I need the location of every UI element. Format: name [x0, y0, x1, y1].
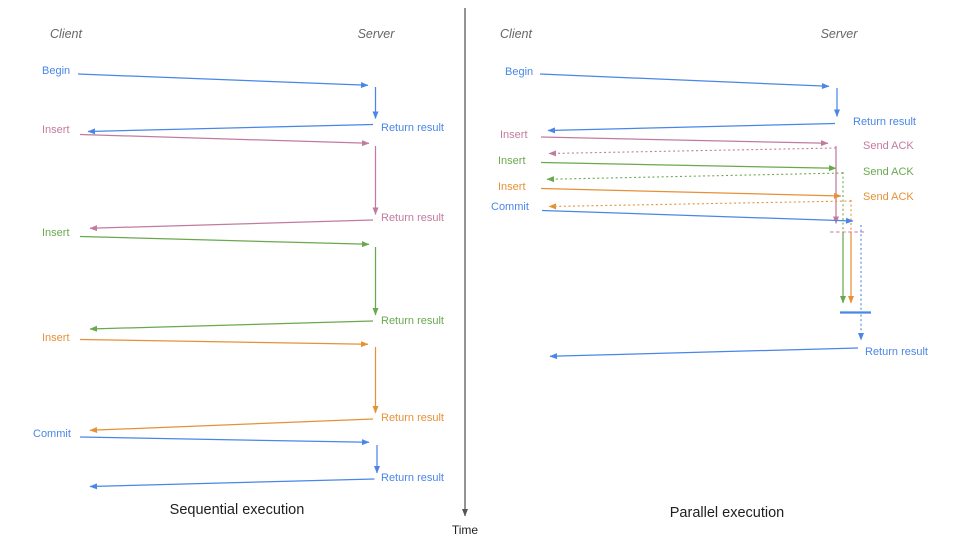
request-arrow — [79, 235, 370, 248]
op-label: Begin — [505, 66, 533, 78]
client-lifeline-label: Client — [50, 27, 82, 41]
request-arrow — [541, 209, 854, 224]
request-arrow — [77, 73, 369, 89]
op-insert-1: Insert Return result — [42, 124, 444, 232]
return-result-label: Return result — [381, 122, 444, 134]
request-arrow — [79, 133, 370, 147]
request-arrow — [540, 161, 837, 172]
server-lifeline-label: Server — [358, 27, 396, 41]
sequential-diagram: Client Server Begin Return result Insert… — [33, 27, 444, 518]
op-insert-1: Insert Send ACK — [500, 129, 914, 224]
response-arrow — [549, 347, 859, 360]
return-result-label: Return result — [853, 116, 916, 128]
op-label: Insert — [42, 227, 70, 239]
op-label: Commit — [491, 201, 529, 213]
send-ack-label: Send ACK — [863, 166, 914, 178]
op-label: Begin — [42, 65, 70, 77]
op-insert-3: Insert Send ACK — [498, 181, 914, 304]
time-axis: Time — [452, 8, 479, 537]
op-label: Insert — [498, 155, 526, 167]
diagram-title: Sequential execution — [170, 502, 305, 518]
response-arrow — [89, 418, 374, 434]
ack-arrow — [548, 147, 837, 157]
server-lifeline-label: Server — [821, 27, 859, 41]
request-arrow — [540, 136, 829, 147]
op-label: Insert — [498, 181, 526, 193]
op-insert-2: Insert Return result — [42, 227, 444, 332]
request-arrow — [539, 73, 830, 89]
op-label: Commit — [33, 428, 71, 440]
client-lifeline-label: Client — [500, 27, 532, 41]
parallel-diagram: Client Server Begin Return result Insert… — [491, 27, 928, 521]
op-begin: Begin Return result — [42, 65, 444, 135]
response-arrow — [547, 122, 836, 134]
op-label: Insert — [42, 332, 70, 344]
send-ack-label: Send ACK — [863, 140, 914, 152]
time-axis-label: Time — [452, 523, 479, 537]
request-arrow — [79, 338, 369, 348]
op-begin: Begin Return result — [505, 66, 916, 134]
response-arrow — [87, 123, 374, 135]
op-commit: Commit Return result — [33, 428, 444, 490]
ack-arrow — [546, 172, 844, 183]
return-result-label: Return result — [381, 315, 444, 327]
request-arrow — [540, 187, 842, 199]
return-result-label: Return result — [381, 472, 444, 484]
response-arrow — [89, 320, 374, 332]
return-result-label: Return result — [381, 412, 444, 424]
response-arrow — [89, 219, 374, 232]
return-result-label: Return result — [381, 212, 444, 224]
op-label: Insert — [42, 124, 70, 136]
diagram-title: Parallel execution — [670, 505, 784, 521]
request-arrow — [79, 436, 370, 446]
send-ack-label: Send ACK — [863, 191, 914, 203]
op-label: Insert — [500, 129, 528, 141]
op-insert-3: Insert Return result — [42, 332, 444, 434]
return-result-label: Return result — [865, 346, 928, 358]
ack-arrow — [548, 200, 852, 210]
op-commit: Commit Return result — [491, 201, 928, 360]
op-insert-2: Insert Send ACK — [498, 155, 914, 304]
response-arrow — [89, 478, 375, 490]
